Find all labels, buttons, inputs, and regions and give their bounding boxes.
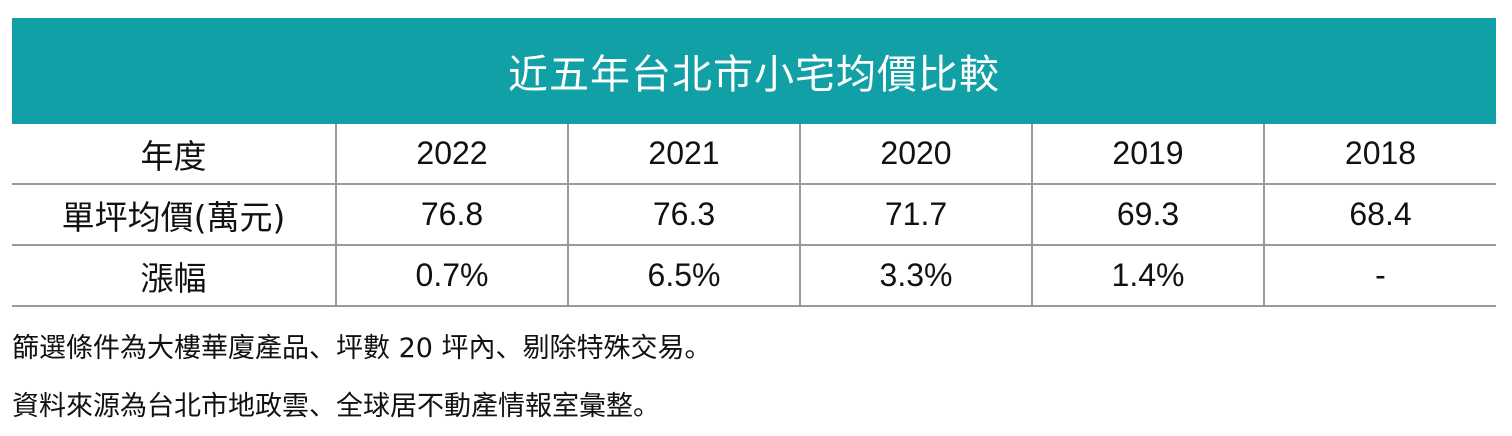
price-cell: 69.3 (1031, 183, 1265, 246)
year-cell: 2022 (335, 124, 569, 185)
year-cell: 2020 (799, 124, 1033, 185)
price-cell: 71.7 (799, 183, 1033, 246)
table-row: 單坪均價(萬元) 76.8 76.3 71.7 69.3 68.4 (12, 183, 1496, 246)
change-cell: - (1263, 244, 1496, 307)
table-header-row: 年度 2022 2021 2020 2019 2018 (12, 124, 1496, 185)
row-label-cell: 單坪均價(萬元) (12, 183, 337, 246)
change-cell: 0.7% (335, 244, 569, 307)
table-row: 漲幅 0.7% 6.5% 3.3% 1.4% - (12, 244, 1496, 307)
change-cell: 6.5% (567, 244, 801, 307)
year-cell: 2018 (1263, 124, 1496, 185)
year-cell: 2019 (1031, 124, 1265, 185)
filter-note: 篩選條件為大樓華廈產品、坪數 20 坪內、剔除特殊交易。 (12, 333, 712, 364)
table-title: 近五年台北市小宅均價比較 (508, 52, 1000, 98)
price-cell: 76.8 (335, 183, 569, 246)
change-cell: 3.3% (799, 244, 1033, 307)
change-cell: 1.4% (1031, 244, 1265, 307)
header-label-cell: 年度 (12, 124, 337, 185)
source-note: 資料來源為台北市地政雲、全球居不動產情報室彙整。 (12, 391, 660, 422)
year-cell: 2021 (567, 124, 801, 185)
table-title-bar: 近五年台北市小宅均價比較 (12, 18, 1496, 124)
price-cell: 76.3 (567, 183, 801, 246)
price-cell: 68.4 (1263, 183, 1496, 246)
row-label-cell: 漲幅 (12, 244, 337, 307)
price-table: 年度 2022 2021 2020 2019 2018 單坪均價(萬元) 76.… (12, 124, 1496, 307)
